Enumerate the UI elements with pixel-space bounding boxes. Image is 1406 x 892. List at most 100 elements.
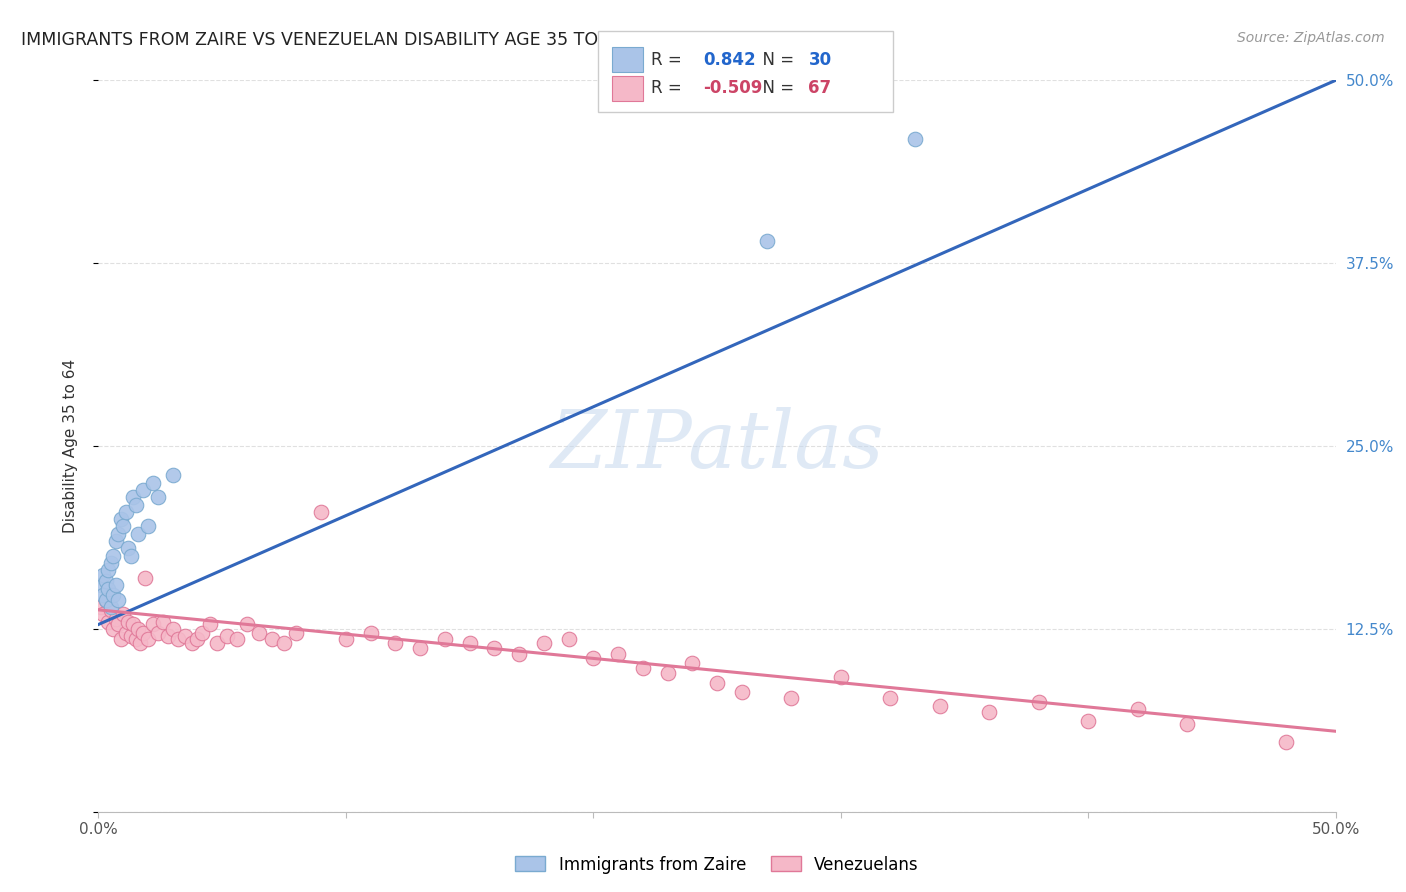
Point bbox=[309, 505, 332, 519]
Point bbox=[112, 607, 135, 622]
Text: 30: 30 bbox=[808, 51, 831, 69]
Point bbox=[124, 498, 146, 512]
Point bbox=[780, 690, 803, 705]
Text: -0.509: -0.509 bbox=[703, 79, 762, 97]
Point bbox=[136, 632, 159, 646]
Point bbox=[136, 519, 159, 533]
Point bbox=[146, 626, 169, 640]
Point bbox=[100, 599, 122, 614]
Point bbox=[142, 475, 165, 490]
Point bbox=[94, 592, 117, 607]
Point bbox=[90, 599, 112, 614]
Point bbox=[122, 490, 145, 504]
Point bbox=[533, 636, 555, 650]
Text: N =: N = bbox=[752, 79, 800, 97]
Point bbox=[120, 549, 142, 563]
Point bbox=[100, 603, 122, 617]
Point bbox=[107, 592, 129, 607]
Point bbox=[104, 578, 127, 592]
Point bbox=[217, 629, 239, 643]
Point bbox=[631, 661, 654, 675]
Point bbox=[508, 647, 530, 661]
Point bbox=[112, 519, 135, 533]
Point bbox=[100, 556, 122, 570]
Point bbox=[94, 592, 117, 607]
Point bbox=[110, 632, 132, 646]
Point bbox=[198, 617, 221, 632]
Point bbox=[142, 617, 165, 632]
Point bbox=[97, 563, 120, 577]
Text: R =: R = bbox=[651, 79, 688, 97]
Point bbox=[162, 468, 184, 483]
Point bbox=[191, 626, 214, 640]
Text: R =: R = bbox=[651, 51, 692, 69]
Point bbox=[104, 534, 127, 549]
Point bbox=[458, 636, 481, 650]
Text: 67: 67 bbox=[808, 79, 831, 97]
Point bbox=[979, 705, 1001, 719]
Point bbox=[107, 617, 129, 632]
Point bbox=[122, 617, 145, 632]
Point bbox=[681, 656, 703, 670]
Point bbox=[335, 632, 357, 646]
Point bbox=[247, 626, 270, 640]
Point bbox=[103, 622, 125, 636]
Point bbox=[117, 541, 139, 556]
Point bbox=[1028, 695, 1050, 709]
Point bbox=[904, 132, 927, 146]
Point bbox=[146, 490, 169, 504]
Y-axis label: Disability Age 35 to 64: Disability Age 35 to 64 bbox=[63, 359, 77, 533]
Point bbox=[285, 626, 308, 640]
Point bbox=[273, 636, 295, 650]
Point bbox=[384, 636, 406, 650]
Point bbox=[93, 607, 115, 622]
Point bbox=[162, 622, 184, 636]
Text: IMMIGRANTS FROM ZAIRE VS VENEZUELAN DISABILITY AGE 35 TO 64 CORRELATION CHART: IMMIGRANTS FROM ZAIRE VS VENEZUELAN DISA… bbox=[21, 31, 820, 49]
Text: ZIPatlas: ZIPatlas bbox=[550, 408, 884, 484]
Point bbox=[97, 615, 120, 629]
Point bbox=[152, 615, 174, 629]
Point bbox=[360, 626, 382, 640]
Point bbox=[104, 612, 127, 626]
Point bbox=[124, 632, 146, 646]
Point bbox=[205, 636, 228, 650]
Point bbox=[1175, 717, 1198, 731]
Point bbox=[409, 640, 432, 655]
Point bbox=[93, 588, 115, 602]
Text: N =: N = bbox=[752, 51, 800, 69]
Point bbox=[226, 632, 249, 646]
Text: 0.842: 0.842 bbox=[703, 51, 755, 69]
Point bbox=[731, 685, 754, 699]
Point bbox=[928, 699, 950, 714]
Point bbox=[879, 690, 901, 705]
Point bbox=[117, 615, 139, 629]
Point bbox=[557, 632, 579, 646]
Point bbox=[127, 622, 149, 636]
Point bbox=[90, 578, 112, 592]
Point bbox=[93, 567, 115, 582]
Point bbox=[181, 636, 204, 650]
Point bbox=[134, 571, 156, 585]
Point bbox=[582, 651, 605, 665]
Point bbox=[166, 632, 188, 646]
Point bbox=[433, 632, 456, 646]
Point bbox=[129, 636, 152, 650]
Point bbox=[830, 670, 852, 684]
Point bbox=[114, 505, 136, 519]
Point bbox=[127, 526, 149, 541]
Point bbox=[236, 617, 259, 632]
Point bbox=[1275, 734, 1298, 748]
Legend: Immigrants from Zaire, Venezuelans: Immigrants from Zaire, Venezuelans bbox=[509, 849, 925, 880]
Point bbox=[103, 549, 125, 563]
Point bbox=[1126, 702, 1149, 716]
Point bbox=[755, 234, 778, 248]
Point bbox=[132, 483, 155, 497]
Point bbox=[186, 632, 208, 646]
Point bbox=[97, 582, 120, 597]
Point bbox=[94, 574, 117, 588]
Text: Source: ZipAtlas.com: Source: ZipAtlas.com bbox=[1237, 31, 1385, 45]
Point bbox=[1077, 714, 1099, 728]
Point bbox=[260, 632, 283, 646]
Point bbox=[110, 512, 132, 526]
Point bbox=[107, 526, 129, 541]
